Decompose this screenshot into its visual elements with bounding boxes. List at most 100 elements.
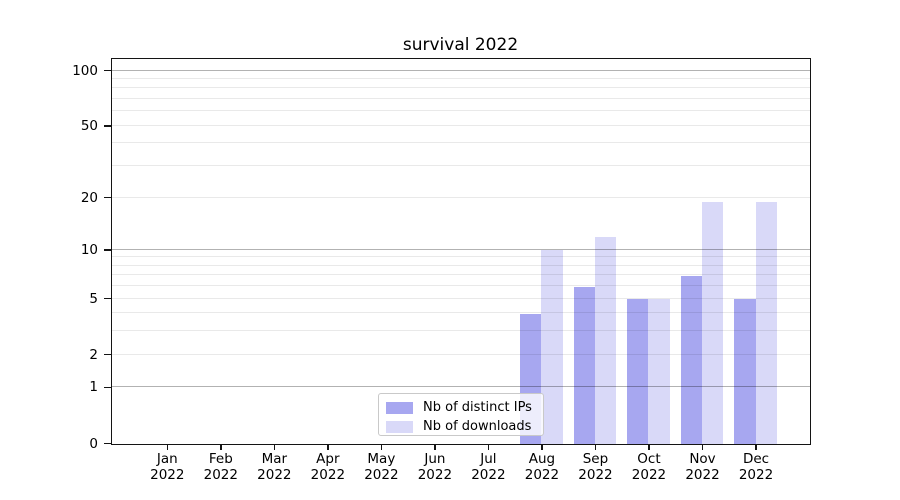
x-tick-label-feb: Feb 2022 bbox=[179, 451, 263, 484]
legend-label-downloads: Nb of downloads bbox=[423, 418, 532, 434]
y-tick-mark-5 bbox=[103, 297, 112, 300]
y-tick-label-1: 1 bbox=[89, 379, 98, 396]
legend-swatch-downloads bbox=[386, 420, 413, 433]
y-tick-mark-10 bbox=[103, 249, 112, 251]
x-tick-month: May bbox=[367, 450, 396, 467]
x-tick-year: 2022 bbox=[150, 467, 185, 483]
x-tick-month: Sep bbox=[582, 450, 609, 467]
x-tick-month: Jun bbox=[424, 450, 446, 467]
x-tick-label-jan: Jan 2022 bbox=[125, 451, 209, 484]
x-tick-mark-jun bbox=[434, 445, 436, 450]
y-tick-label-100: 100 bbox=[72, 62, 98, 79]
x-tick-year: 2022 bbox=[364, 467, 399, 483]
x-tick-label-apr: Apr 2022 bbox=[286, 451, 370, 484]
y-tick-label-2: 2 bbox=[89, 346, 98, 363]
gridline-minor-3 bbox=[111, 330, 810, 332]
x-tick-month: Jul bbox=[480, 450, 497, 467]
gridline-minor-30 bbox=[111, 165, 810, 167]
x-tick-year: 2022 bbox=[417, 467, 453, 483]
gridline-minor-8 bbox=[111, 264, 810, 266]
x-tick-year: 2022 bbox=[685, 467, 720, 483]
bar-downloads-sep bbox=[594, 236, 617, 444]
legend-label-distinct-ips: Nb of distinct IPs bbox=[423, 400, 532, 416]
gridline-minor-90 bbox=[111, 78, 810, 80]
gridline-minor-4 bbox=[111, 312, 810, 314]
x-tick-year: 2022 bbox=[631, 467, 667, 483]
x-tick-mark-oct bbox=[648, 445, 650, 450]
x-tick-label-aug: Aug 2022 bbox=[500, 451, 584, 484]
gridline-minor-60 bbox=[111, 110, 810, 112]
gridline-minor-7 bbox=[111, 274, 810, 276]
y-tick-label-20: 20 bbox=[80, 189, 98, 206]
x-tick-mark-apr bbox=[327, 445, 329, 450]
gridline-minor-6 bbox=[111, 285, 810, 287]
y-tick-label-0: 0 bbox=[89, 435, 98, 452]
x-tick-label-may: May 2022 bbox=[339, 451, 423, 484]
gridline-minor-80 bbox=[111, 87, 810, 89]
x-tick-mark-jul bbox=[487, 445, 490, 450]
y-tick-mark-50 bbox=[103, 125, 112, 127]
x-tick-label-jul: Jul 2022 bbox=[446, 451, 530, 484]
bar-downloads-dec bbox=[755, 201, 777, 444]
y-tick-label-10: 10 bbox=[80, 241, 98, 258]
x-tick-mark-nov bbox=[701, 445, 704, 450]
gridline-minor-5 bbox=[111, 297, 810, 299]
y-tick-mark-0 bbox=[103, 442, 112, 445]
x-tick-label-nov: Nov 2022 bbox=[661, 451, 745, 484]
x-tick-year: 2022 bbox=[203, 467, 238, 483]
y-tick-mark-20 bbox=[103, 196, 112, 199]
x-tick-month: Aug bbox=[528, 450, 556, 467]
x-tick-label-dec: Dec 2022 bbox=[714, 451, 798, 484]
bar-downloads-nov bbox=[702, 201, 724, 444]
bar-downloads-oct bbox=[648, 299, 670, 444]
legend: Nb of distinct IPs Nb of downloads bbox=[378, 393, 544, 436]
x-tick-month: Jan bbox=[156, 450, 178, 467]
gridline-minor-2 bbox=[111, 353, 810, 355]
bar-distinct-ips-sep bbox=[573, 286, 595, 444]
y-tick-mark-1 bbox=[103, 386, 112, 389]
bar-distinct-ips-nov bbox=[680, 275, 702, 444]
x-tick-month: Apr bbox=[316, 450, 340, 467]
gridline-major-10 bbox=[111, 248, 810, 250]
gridline-minor-9 bbox=[111, 256, 810, 258]
x-tick-label-oct: Oct 2022 bbox=[607, 451, 691, 484]
gridline-minor-70 bbox=[111, 98, 810, 100]
x-tick-year: 2022 bbox=[310, 467, 346, 483]
x-tick-label-sep: Sep 2022 bbox=[553, 451, 637, 484]
gridline-major-1 bbox=[111, 386, 810, 388]
x-tick-label-mar: Mar 2022 bbox=[232, 451, 316, 484]
x-tick-month: Feb bbox=[208, 450, 233, 467]
x-tick-mark-jan bbox=[166, 445, 169, 450]
x-tick-mark-sep bbox=[594, 445, 597, 450]
x-tick-month: Mar bbox=[261, 450, 288, 467]
x-tick-mark-aug bbox=[541, 445, 543, 450]
x-tick-year: 2022 bbox=[738, 467, 774, 483]
gridline-major-100 bbox=[111, 69, 810, 71]
x-tick-mark-may bbox=[380, 445, 383, 450]
y-tick-label-50: 50 bbox=[80, 117, 98, 134]
chart-title: survival 2022 bbox=[402, 35, 519, 55]
x-tick-mark-dec bbox=[755, 445, 757, 450]
bar-distinct-ips-dec bbox=[734, 299, 756, 444]
x-tick-year: 2022 bbox=[524, 467, 560, 483]
gridline-minor-20 bbox=[111, 196, 810, 198]
x-tick-mark-mar bbox=[273, 445, 276, 450]
bar-distinct-ips-oct bbox=[627, 299, 649, 444]
legend-item: Nb of downloads bbox=[386, 418, 543, 437]
legend-swatch-distinct-ips bbox=[386, 402, 413, 415]
x-tick-year: 2022 bbox=[257, 467, 292, 483]
y-tick-mark-100 bbox=[103, 69, 112, 72]
x-tick-mark-feb bbox=[220, 445, 222, 450]
bar-downloads-aug bbox=[541, 250, 563, 444]
x-tick-year: 2022 bbox=[471, 467, 506, 483]
gridline-minor-40 bbox=[111, 142, 810, 144]
plot-area bbox=[110, 57, 811, 445]
y-tick-label-5: 5 bbox=[89, 290, 98, 307]
x-tick-month: Oct bbox=[637, 450, 661, 467]
x-tick-label-jun: Jun 2022 bbox=[393, 451, 477, 484]
legend-item: Nb of distinct IPs bbox=[386, 399, 543, 418]
x-tick-month: Dec bbox=[742, 450, 770, 467]
y-tick-mark-2 bbox=[103, 353, 112, 356]
x-tick-year: 2022 bbox=[578, 467, 613, 483]
